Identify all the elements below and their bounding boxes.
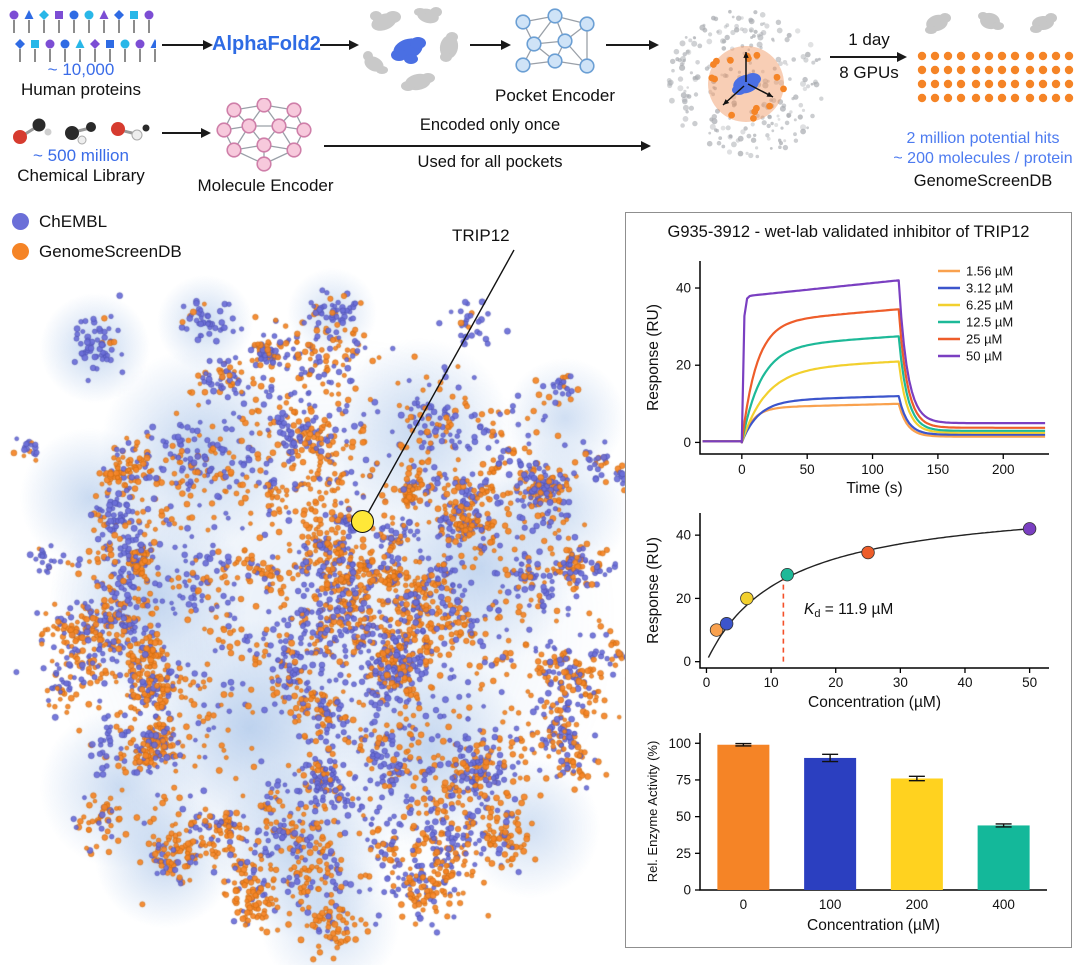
molecule-encoder-label: Molecule Encoder — [197, 176, 334, 195]
human-proteins-icon — [9, 10, 156, 62]
flow-arrow-icon — [606, 44, 650, 47]
svg-text:50: 50 — [676, 809, 691, 824]
svg-text:0: 0 — [683, 435, 691, 450]
svg-text:50: 50 — [800, 462, 815, 477]
screening-sphere-icon — [666, 9, 824, 159]
pocket-encoder-icon — [515, 8, 595, 74]
runtime-days: 1 day — [848, 30, 890, 49]
svg-text:Time (s): Time (s) — [846, 480, 902, 497]
svg-text:Concentration (µM): Concentration (µM) — [807, 917, 940, 934]
svg-text:25 µM: 25 µM — [966, 332, 1002, 347]
svg-text:Concentration (µM): Concentration (µM) — [808, 694, 941, 711]
svg-text:100: 100 — [668, 736, 691, 751]
svg-text:25: 25 — [676, 846, 691, 861]
svg-text:200: 200 — [906, 897, 929, 912]
svg-text:40: 40 — [957, 675, 972, 690]
svg-text:3.12 µM: 3.12 µM — [966, 281, 1013, 296]
svg-text:20: 20 — [676, 358, 691, 373]
encode-note-line1: Encoded only once — [419, 116, 561, 134]
chembl-label: ChEMBL — [39, 212, 108, 231]
panel-title: G935-3912 - wet-lab validated inhibitor … — [667, 223, 1030, 241]
svg-text:75: 75 — [676, 772, 691, 787]
svg-text:50 µM: 50 µM — [966, 349, 1002, 364]
chemical-library-count: ~ 500 million — [33, 146, 129, 165]
encode-note-line2: Used for all pockets — [417, 153, 563, 171]
svg-text:Rel. Enzyme Activity (%): Rel. Enzyme Activity (%) — [645, 741, 660, 883]
scatter-legend: ChEMBL GenomeScreenDB — [12, 212, 182, 272]
protein-structures-icon — [363, 7, 459, 91]
hit-proteins-icon — [925, 12, 1057, 34]
chemical-space-canvas — [0, 268, 660, 965]
svg-text:12.5 µM: 12.5 µM — [966, 315, 1013, 330]
svg-text:150: 150 — [927, 462, 950, 477]
flow-arrow-icon — [162, 44, 204, 47]
enzyme-activity-chart: 0 25 50 75 100 0 100 200 400 Concentration (µM) Re… — [645, 733, 1047, 934]
svg-text:0: 0 — [703, 675, 711, 690]
svg-text:100: 100 — [819, 897, 842, 912]
chembl-swatch-icon — [12, 213, 29, 230]
svg-text:40: 40 — [676, 281, 691, 296]
chemical-library-label: Chemical Library — [17, 166, 145, 185]
chemical-library-icon — [13, 118, 150, 145]
svg-text:400: 400 — [992, 897, 1015, 912]
alphafold2-label: AlphaFold2 — [212, 33, 321, 55]
svg-text:20: 20 — [676, 591, 691, 606]
svg-text:0: 0 — [738, 462, 746, 477]
flow-arrow-icon — [320, 44, 350, 47]
runtime-gpus: 8 GPUs — [839, 63, 899, 82]
hits-per-protein: ~ 200 molecules / protein — [893, 150, 1073, 167]
spr-sensorgram-chart: 0 50 100 150 200 0 20 40 Time (s) Response (RU) 1.… — [645, 261, 1049, 497]
svg-text:200: 200 — [992, 462, 1015, 477]
svg-text:100: 100 — [861, 462, 884, 477]
trip12-label: TRIP12 — [452, 226, 510, 245]
trip12-highlight-point — [351, 510, 374, 533]
svg-text:0: 0 — [683, 654, 691, 669]
genomescreendb-swatch-icon — [12, 243, 29, 260]
genomescreendb-label: GenomeScreenDB — [39, 242, 182, 261]
svg-text:10: 10 — [764, 675, 779, 690]
db-name: GenomeScreenDB — [913, 172, 1053, 190]
svg-text:40: 40 — [676, 528, 691, 543]
svg-text:0: 0 — [740, 897, 748, 912]
flow-arrow-icon — [324, 145, 642, 148]
human-proteins-count: ~ 10,000 — [47, 60, 115, 79]
svg-text:Response (RU): Response (RU) — [645, 304, 662, 411]
flow-arrow-icon — [162, 132, 202, 135]
molecule-encoder-icon — [216, 98, 312, 172]
human-proteins-label: Human proteins — [20, 80, 141, 99]
flow-arrow-icon — [470, 44, 502, 47]
svg-text:50: 50 — [1022, 675, 1037, 690]
binding-curve-chart: 0 10 20 30 40 50 0 20 40 Concentration (µM) Respon… — [645, 513, 1049, 711]
hits-grid-icon — [917, 51, 1074, 103]
svg-text:6.25 µM: 6.25 µM — [966, 298, 1013, 313]
legend-item-genomescreendb: GenomeScreenDB — [12, 242, 182, 262]
svg-text:20: 20 — [828, 675, 843, 690]
svg-text:0: 0 — [683, 883, 691, 898]
svg-text:Response (RU): Response (RU) — [645, 537, 662, 644]
svg-text:Kd = 11.9 µM: Kd = 11.9 µM — [804, 601, 893, 620]
svg-text:1.56 µM: 1.56 µM — [966, 264, 1013, 279]
flow-arrow-icon — [830, 56, 898, 59]
pocket-encoder-label: Pocket Encoder — [494, 86, 615, 105]
hits-count: 2 million potential hits — [906, 130, 1060, 147]
validation-panel: G935-3912 - wet-lab validated inhibitor … — [625, 212, 1072, 948]
svg-text:30: 30 — [893, 675, 908, 690]
legend-item-chembl: ChEMBL — [12, 212, 182, 232]
